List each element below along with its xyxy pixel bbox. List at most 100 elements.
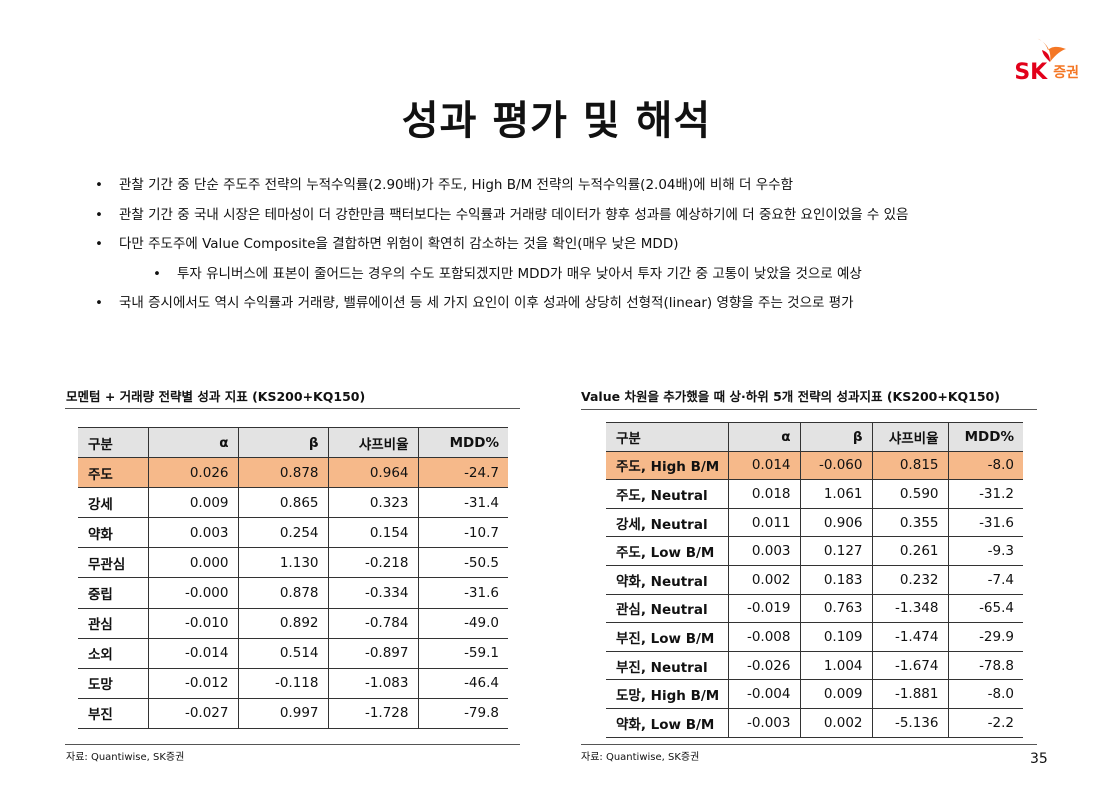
cell: 1.130 bbox=[238, 547, 329, 579]
cell: 소외 bbox=[78, 638, 149, 669]
cell: -0.897 bbox=[328, 638, 419, 669]
cell: 부진, Neutral bbox=[606, 651, 729, 681]
row: 부진 -0.027 0.997 -1.728 -79.8 bbox=[78, 698, 508, 729]
row: 강세 0.009 0.865 0.323 -31.4 bbox=[78, 487, 508, 519]
header-cell: 샤프비율 bbox=[328, 426, 419, 459]
source: 자료: Quantiwise, SK증권 bbox=[66, 752, 185, 763]
cell: -0.027 bbox=[148, 698, 239, 729]
header-cell: MDD% bbox=[948, 422, 1023, 452]
bullet-list: 관찰 기간 중 단순 주도주 전략의 누적수익률(2.90배)가 주도, Hig… bbox=[95, 172, 1055, 320]
row: 도망 -0.012 -0.118 -1.083 -46.4 bbox=[78, 668, 508, 699]
rule bbox=[581, 409, 1037, 410]
cell: -0.218 bbox=[328, 547, 419, 579]
rule bbox=[65, 408, 520, 409]
cell: 0.763 bbox=[800, 594, 873, 624]
row: 약화, Low B/M -0.003 0.002 -5.136 -2.2 bbox=[606, 708, 1023, 738]
header-cell: 구분 bbox=[606, 422, 729, 452]
header-row: 구분 α β 샤프비율 MDD% bbox=[606, 422, 1023, 452]
cell: 0.183 bbox=[800, 565, 873, 595]
source: 자료: Quantiwise, SK증권 bbox=[581, 752, 700, 763]
cell: -1.728 bbox=[328, 698, 419, 729]
cell: -78.8 bbox=[948, 651, 1023, 681]
cell: -8.0 bbox=[948, 451, 1023, 481]
row: 강세, Neutral 0.011 0.906 0.355 -31.6 bbox=[606, 508, 1023, 538]
cell: -0.118 bbox=[238, 668, 329, 699]
cell: 0.906 bbox=[800, 508, 873, 538]
title: 성과 평가 및 해석 bbox=[401, 98, 712, 144]
cell: -0.004 bbox=[728, 679, 801, 709]
cell: -0.060 bbox=[800, 451, 873, 481]
cell: 부진, Low B/M bbox=[606, 622, 729, 652]
cell: 0.323 bbox=[328, 487, 419, 519]
cell: 강세, Neutral bbox=[606, 508, 729, 538]
cell: 부진 bbox=[78, 698, 149, 729]
logo-flame bbox=[1036, 38, 1067, 62]
cell: 관심 bbox=[78, 608, 149, 639]
cell: -10.7 bbox=[418, 517, 508, 549]
cell: 0.018 bbox=[728, 479, 801, 509]
right-table: 구분 α β 샤프비율 MDD% 주도, High B/M 0.014 -0.060 0.815… bbox=[606, 422, 1023, 738]
cell: 0.355 bbox=[872, 508, 949, 538]
cell: -59.1 bbox=[418, 638, 508, 669]
cell: -31.4 bbox=[418, 487, 508, 519]
cell: 0.514 bbox=[238, 638, 329, 669]
header-cell: MDD% bbox=[418, 426, 508, 459]
cell: -8.0 bbox=[948, 679, 1023, 709]
cell: 0.009 bbox=[148, 487, 239, 519]
cell: -0.000 bbox=[148, 577, 239, 609]
cell: 강세 bbox=[78, 487, 149, 519]
cell: 0.011 bbox=[728, 508, 801, 538]
cell: 0.026 bbox=[148, 457, 239, 489]
cell: 0.002 bbox=[800, 708, 873, 738]
cell: -31.6 bbox=[418, 577, 508, 609]
cell: 도망 bbox=[78, 668, 149, 699]
cell: -1.474 bbox=[872, 622, 949, 652]
cell: -46.4 bbox=[418, 668, 508, 699]
cell: 0.014 bbox=[728, 451, 801, 481]
cell: 0.002 bbox=[728, 565, 801, 595]
cell: 약화, Low B/M bbox=[606, 708, 729, 738]
logo-brand: SK bbox=[1014, 60, 1048, 85]
cell: 0.964 bbox=[328, 457, 419, 489]
cell: 1.061 bbox=[800, 479, 873, 509]
cell: 약화, Neutral bbox=[606, 565, 729, 595]
cell: -0.012 bbox=[148, 668, 239, 699]
page-number: 35 bbox=[1030, 751, 1048, 767]
cell: -0.334 bbox=[328, 577, 419, 609]
cell: -31.6 bbox=[948, 508, 1023, 538]
cell: -1.348 bbox=[872, 594, 949, 624]
cell: 주도, Neutral bbox=[606, 479, 729, 509]
cell: -1.881 bbox=[872, 679, 949, 709]
cell: 0.000 bbox=[148, 547, 239, 579]
cell: 0.878 bbox=[238, 577, 329, 609]
table-caption: Value 차원을 추가했을 때 상·하위 5개 전략의 성과지표 (KS200… bbox=[581, 389, 1000, 404]
cell: 주도, High B/M bbox=[606, 451, 729, 481]
row: 주도 0.026 0.878 0.964 -24.7 bbox=[78, 457, 508, 489]
cell: 0.109 bbox=[800, 622, 873, 652]
cell: -0.026 bbox=[728, 651, 801, 681]
header-row: 구분 α β 샤프비율 MDD% bbox=[78, 426, 508, 459]
cell: 무관심 bbox=[78, 547, 149, 579]
cell: 약화 bbox=[78, 517, 149, 549]
cell: -0.784 bbox=[328, 608, 419, 639]
logo: SK 증권 bbox=[1014, 38, 1079, 85]
row: 관심 -0.010 0.892 -0.784 -49.0 bbox=[78, 608, 508, 639]
header-cell: α bbox=[148, 426, 239, 459]
cell: 0.154 bbox=[328, 517, 419, 549]
row: 소외 -0.014 0.514 -0.897 -59.1 bbox=[78, 638, 508, 669]
cell: -5.136 bbox=[872, 708, 949, 738]
header-cell: α bbox=[728, 422, 801, 452]
cell: 주도 bbox=[78, 457, 149, 489]
cell: 중립 bbox=[78, 577, 149, 609]
cell: -0.008 bbox=[728, 622, 801, 652]
cell: -65.4 bbox=[948, 594, 1023, 624]
bullet: 관찰 기간 중 단순 주도주 전략의 누적수익률(2.90배)가 주도, Hig… bbox=[95, 172, 1055, 202]
cell: 0.261 bbox=[872, 536, 949, 566]
cell: -24.7 bbox=[418, 457, 508, 489]
cell: 도망, High B/M bbox=[606, 679, 729, 709]
cell: 0.590 bbox=[872, 479, 949, 509]
row: 부진, Neutral -0.026 1.004 -1.674 -78.8 bbox=[606, 651, 1023, 681]
cell: -2.2 bbox=[948, 708, 1023, 738]
header-cell: β bbox=[238, 426, 329, 459]
cell: -0.014 bbox=[148, 638, 239, 669]
